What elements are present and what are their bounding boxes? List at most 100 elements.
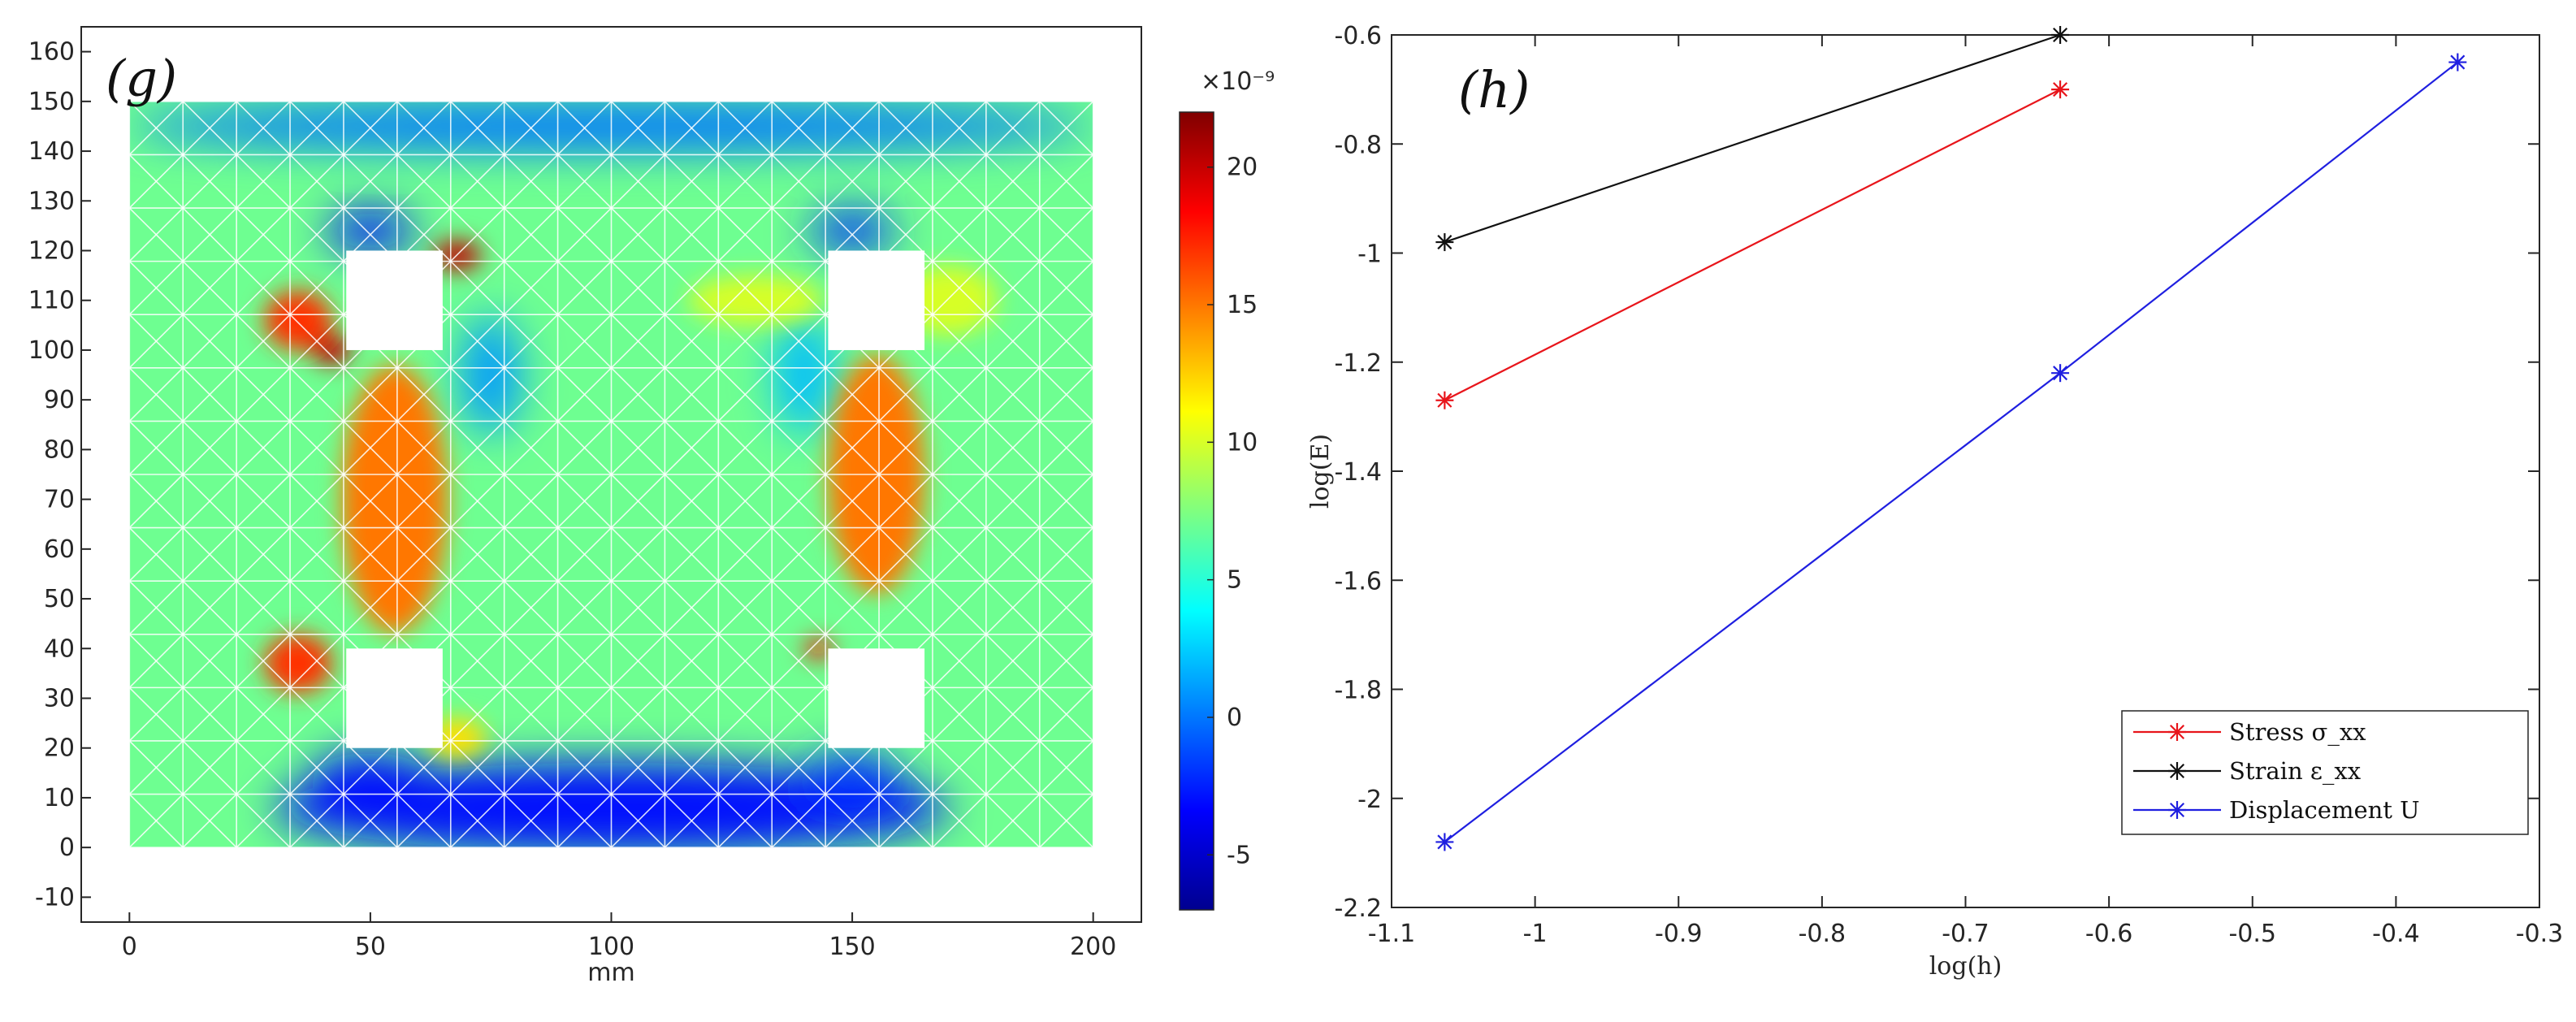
mesh-line: [236, 794, 291, 848]
mesh-line: [182, 420, 237, 475]
convergence-plot-panel: -1.1 -1 -0.9 -0.8 -0.7 -0.6 -0.5 -0.4 -0.3 -2.2-…: [1306, 22, 2563, 981]
mesh-line: [985, 580, 1041, 635]
mesh-line: [717, 420, 773, 475]
series-marker: [2051, 364, 2070, 383]
mesh-line: [129, 367, 184, 422]
mesh-line: [236, 101, 291, 155]
mesh-line: [236, 420, 291, 475]
mesh-line: [932, 794, 987, 848]
mesh-line: [1039, 314, 1093, 369]
mesh-line: [182, 580, 237, 635]
mesh-line: [343, 527, 398, 582]
mesh-line: [878, 367, 933, 422]
mesh-line: [878, 420, 933, 475]
mesh-line: [610, 686, 665, 742]
mesh-line: [504, 420, 559, 475]
convergence-x-ticks: -1.1 -1 -0.9 -0.8 -0.7 -0.6 -0.5 -0.4 -0.3: [1368, 35, 2563, 948]
mesh-line: [1039, 367, 1093, 422]
mesh-line: [182, 314, 237, 369]
y-tick-label: 50: [44, 585, 75, 613]
mesh-line: [717, 367, 773, 422]
mesh-line: [396, 474, 452, 529]
convergence-x-axis-label: log(h): [1929, 952, 2002, 981]
mesh-line: [236, 367, 291, 422]
series-marker: [2448, 53, 2467, 71]
low-value-region: [808, 210, 896, 251]
mesh-line: [932, 686, 987, 742]
mesh-line: [717, 101, 773, 155]
mesh-line: [129, 101, 184, 155]
mesh-line: [504, 794, 559, 848]
mesh-line: [771, 527, 826, 582]
mesh-line: [504, 314, 559, 369]
x-tick-label: -0.5: [2228, 920, 2276, 948]
y-tick-label: 60: [44, 535, 75, 564]
mesh-line: [182, 101, 237, 155]
mesh-line: [450, 740, 505, 795]
y-tick-label: -1.8: [1334, 677, 1382, 705]
y-tick-label: 70: [44, 486, 75, 514]
mesh-line: [289, 314, 344, 369]
mesh-line: [664, 420, 719, 475]
low-value-region: [775, 315, 833, 435]
mesh-line: [396, 367, 452, 422]
mesh-line: [985, 314, 1041, 369]
y-tick-label: 90: [44, 386, 75, 414]
mesh-line: [610, 261, 665, 315]
mesh-line: [985, 101, 1041, 155]
y-tick-label: -1.6: [1334, 567, 1382, 595]
mesh-line: [985, 420, 1041, 475]
mesh-line: [771, 261, 826, 315]
mesh-line: [236, 527, 291, 582]
colorbar: [1179, 111, 1214, 911]
mesh-line: [610, 207, 665, 262]
mesh-line: [557, 474, 613, 529]
mesh-line: [985, 474, 1041, 529]
mesh-line: [717, 580, 773, 635]
x-tick-label: -1.1: [1368, 920, 1416, 948]
mesh-line: [610, 314, 665, 369]
mesh-line: [557, 634, 613, 688]
mesh-line: [717, 634, 773, 688]
hole: [828, 648, 925, 748]
series-marker: [1435, 833, 1454, 851]
legend-label: Displacement U: [2229, 796, 2420, 824]
mesh-line: [557, 367, 613, 422]
series-marker: [2051, 80, 2070, 99]
mesh-line: [985, 794, 1041, 848]
mesh-line: [771, 154, 826, 209]
series-marker: [2051, 26, 2070, 44]
mesh-line: [610, 367, 665, 422]
contour-y-ticks: -10 0 10 20 30 40 50 60 70 80 90 100 110 120 130 140 150…: [28, 38, 91, 912]
mesh-line: [289, 686, 344, 742]
mesh-line: [1039, 261, 1093, 315]
mesh-line: [1039, 686, 1093, 742]
mesh-line: [664, 634, 719, 688]
mesh-line: [289, 527, 344, 582]
mesh-line: [504, 686, 559, 742]
mesh-line: [932, 101, 987, 155]
mesh-line: [610, 474, 665, 529]
mesh-line: [771, 686, 826, 742]
mesh-line: [129, 634, 184, 688]
mesh-line: [557, 101, 613, 155]
colorbar-exponent-label: ×10⁻⁹: [1201, 67, 1275, 96]
mesh-line: [825, 367, 880, 422]
mesh-line: [771, 740, 826, 795]
legend-marker: [2168, 762, 2186, 780]
contour-x-ticks: 0 50 100 150 200: [122, 912, 1116, 961]
mesh-line: [610, 420, 665, 475]
mesh-line: [182, 207, 237, 262]
mesh-line: [450, 261, 505, 315]
x-tick-label: -0.4: [2372, 920, 2420, 948]
mesh-line: [1039, 794, 1093, 848]
mesh-line: [825, 527, 880, 582]
mesh-line: [450, 794, 505, 848]
high-value-region: [341, 365, 448, 634]
mesh-line: [664, 367, 719, 422]
x-tick-label: -0.8: [1799, 920, 1846, 948]
mesh-line: [932, 420, 987, 475]
mesh-line: [1039, 207, 1093, 262]
convergence-y-ticks: -2.2 -2 -1.8 -1.6 -1.4 -1.2 -1 -0.8 -0.6: [1334, 22, 2539, 923]
mesh-line: [129, 314, 184, 369]
